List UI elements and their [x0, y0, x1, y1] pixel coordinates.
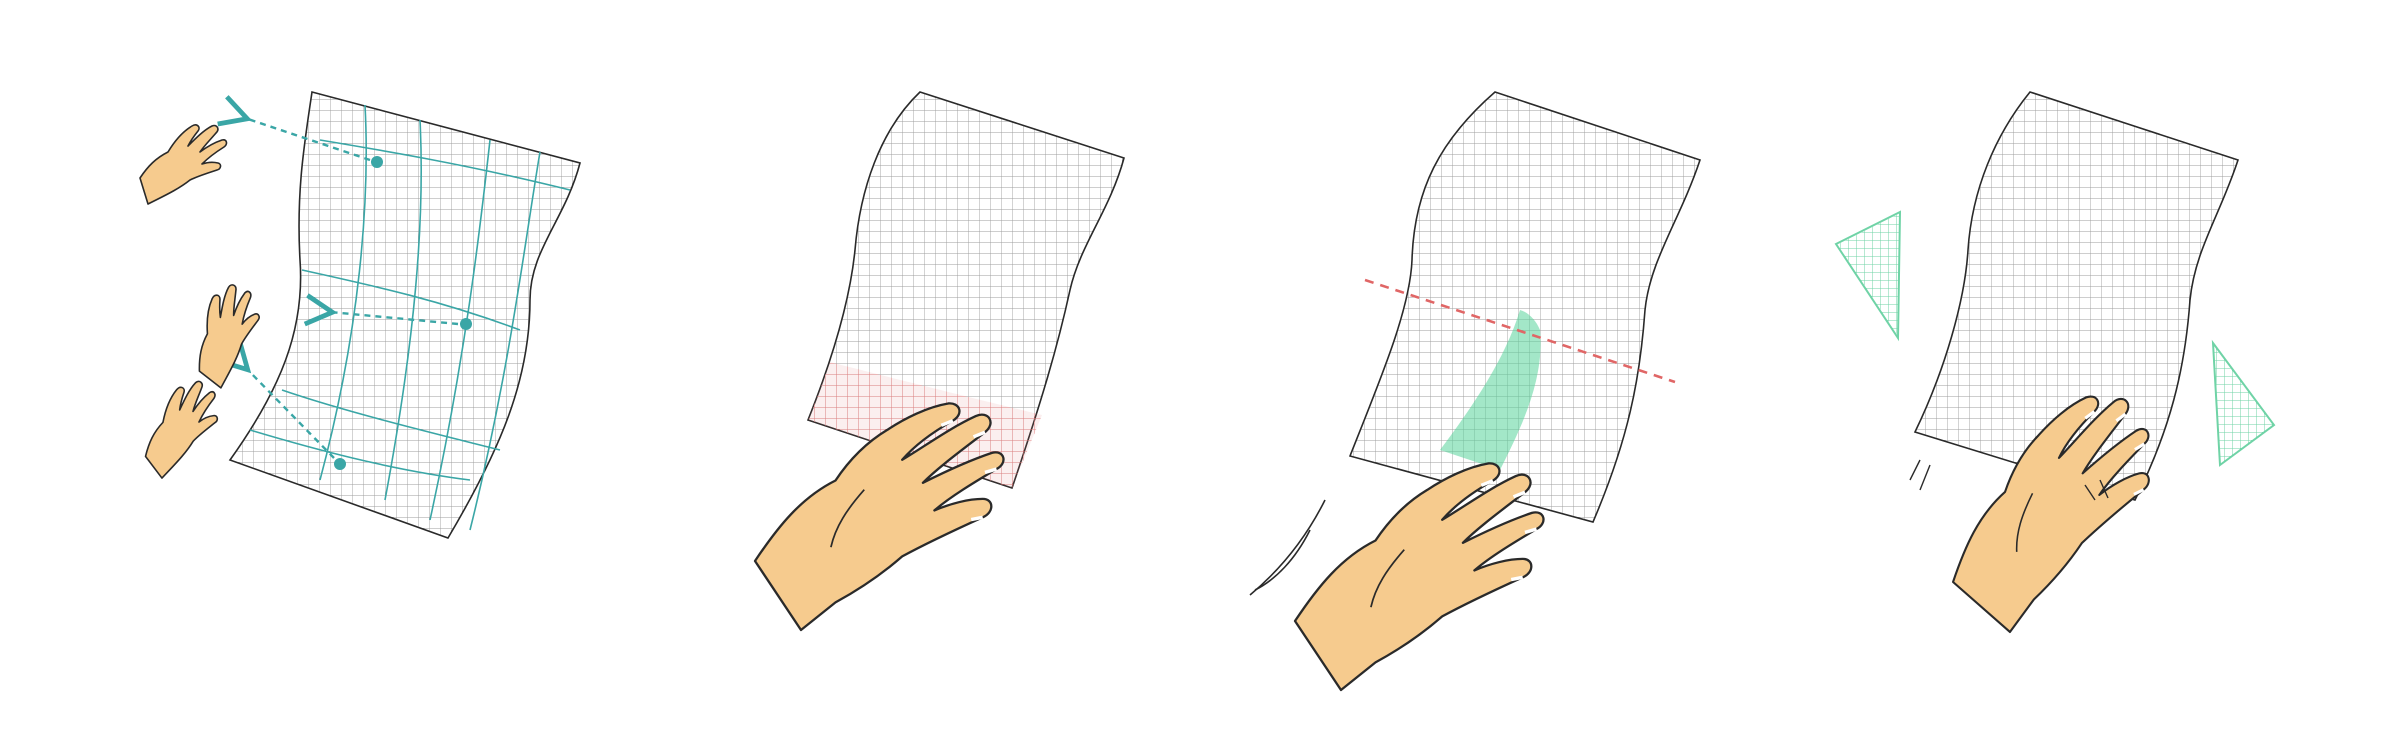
- motion-lines: [1249, 499, 1326, 596]
- fragment-left: [1834, 210, 1902, 342]
- grid-sheet-3: [1348, 91, 1702, 523]
- grid-sheet-1: [228, 90, 581, 539]
- grid-sheet-4: [1913, 91, 2240, 501]
- panel-1: [126, 90, 581, 539]
- fragment-right: [2211, 339, 2276, 467]
- hand-icon: [168, 277, 286, 394]
- hand-icon: [753, 401, 1006, 632]
- arrow-icon: [246, 368, 335, 459]
- anchor-point-middle: [460, 318, 472, 330]
- panel-4: [1834, 91, 2276, 645]
- panel-2: [753, 91, 1125, 632]
- swipe-trail: [1440, 310, 1541, 470]
- panel-3: [1249, 91, 1702, 692]
- anchor-point-top: [371, 156, 383, 168]
- shake-lines: [1909, 459, 2109, 501]
- deformation-grid: [249, 104, 571, 531]
- hand-icon: [1293, 461, 1546, 692]
- arrow-group-1: [245, 118, 472, 470]
- hand-icon: [126, 376, 237, 482]
- cut-line: [1364, 278, 1676, 384]
- hand-icon: [139, 124, 228, 205]
- anchor-point-bottom: [334, 458, 346, 470]
